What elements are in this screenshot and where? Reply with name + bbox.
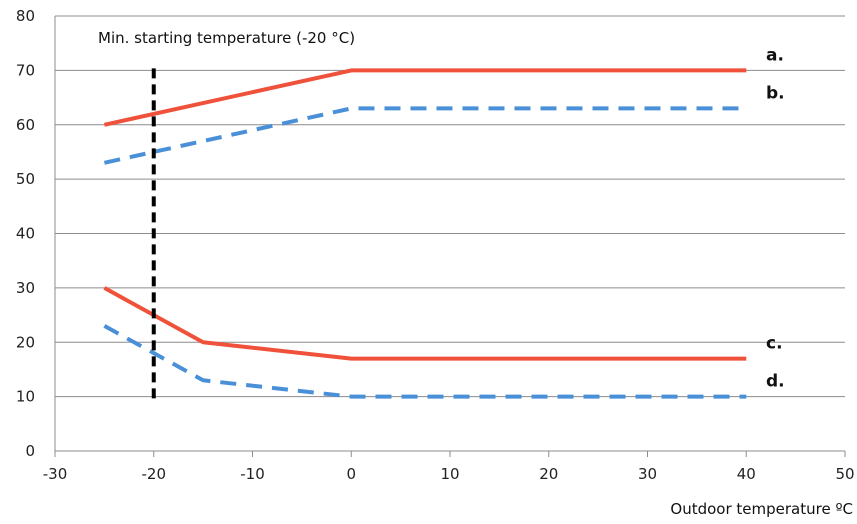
series-label-1: a. (766, 45, 784, 65)
x-tick-label: -30 (43, 465, 68, 483)
series-label-3: c. (766, 334, 783, 354)
x-tick-label: 10 (440, 465, 459, 483)
x-tick-label: 50 (835, 465, 854, 483)
y-tick-label: 50 (16, 170, 35, 188)
x-tick-label: -20 (142, 465, 167, 483)
y-tick-label: 40 (16, 225, 35, 243)
y-tick-label: 0 (25, 442, 35, 460)
x-tick-label: 20 (539, 465, 558, 483)
y-tick-label: 10 (16, 388, 35, 406)
x-axis-label: Outdoor temperature ºC (670, 500, 853, 518)
y-tick-labels: 0 10 20 30 40 50 60 70 80 (16, 7, 35, 460)
y-tick-label: 70 (16, 61, 35, 79)
x-tick-labels: -30 -20 -10 0 10 20 30 40 50 (43, 465, 855, 483)
series-line-4 (103, 324, 747, 399)
series-labels: a. b. c. d. (766, 45, 785, 391)
x-tick-label: 0 (346, 465, 356, 483)
gridlines (55, 15, 845, 398)
series-line-2 (103, 106, 747, 165)
x-tick-label: -10 (240, 465, 265, 483)
y-tick-label: 80 (16, 7, 35, 25)
y-tick-label: 30 (16, 279, 35, 297)
annotation-text: Min. starting temperature (-20 °C) (98, 29, 355, 47)
series-label-2: b. (766, 83, 785, 103)
series-label-4: d. (766, 372, 785, 392)
series-line-1 (103, 68, 747, 127)
x-tick-label: 30 (638, 465, 657, 483)
y-tick-label: 60 (16, 116, 35, 134)
y-tick-label: 20 (16, 333, 35, 351)
series-line-3 (103, 286, 747, 361)
axes (54, 16, 846, 457)
x-tick-label: 40 (737, 465, 756, 483)
